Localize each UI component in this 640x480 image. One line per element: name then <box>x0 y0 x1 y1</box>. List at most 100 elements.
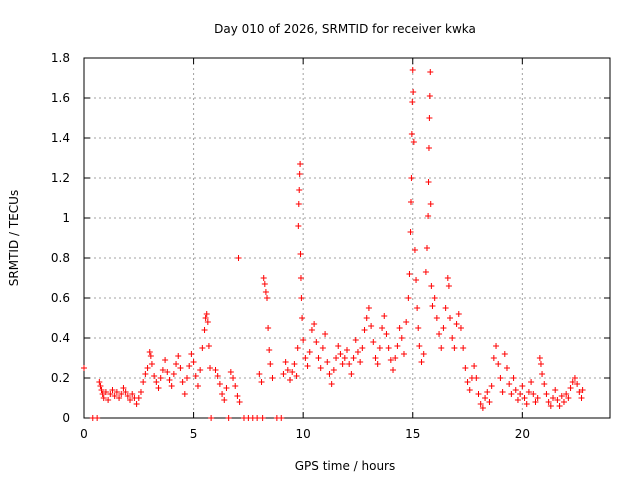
data-point <box>420 351 427 357</box>
data-point <box>235 255 242 261</box>
data-point <box>415 325 422 331</box>
data-point <box>175 353 182 359</box>
data-point <box>259 415 266 421</box>
data-point <box>488 383 495 389</box>
data-point <box>269 375 276 381</box>
data-point <box>230 375 237 381</box>
data-point <box>514 397 521 403</box>
data-point <box>407 199 414 205</box>
data-point <box>225 415 232 421</box>
data-point <box>460 345 467 351</box>
data-point <box>383 331 390 337</box>
x-tick-label: 5 <box>190 427 198 441</box>
data-point <box>385 345 392 351</box>
data-point <box>142 371 149 377</box>
data-point <box>381 313 388 319</box>
data-point <box>354 349 361 355</box>
data-point <box>319 345 326 351</box>
data-point <box>560 399 567 405</box>
data-point <box>296 187 303 193</box>
data-point <box>552 387 559 393</box>
data-point <box>352 337 359 343</box>
x-axis-label: GPS time / hours <box>295 459 396 473</box>
data-point <box>203 311 210 317</box>
data-point <box>173 361 180 367</box>
data-point <box>278 415 285 421</box>
data-point <box>337 351 344 357</box>
data-point <box>445 283 452 289</box>
data-point <box>400 351 407 357</box>
data-point <box>427 201 434 207</box>
y-tick-label: 1.4 <box>51 131 70 145</box>
data-point <box>100 395 107 401</box>
data-point <box>304 363 311 369</box>
data-point <box>497 375 504 381</box>
y-tick-label: 0 <box>62 411 70 425</box>
data-point <box>370 339 377 345</box>
data-point <box>396 325 403 331</box>
data-point <box>341 355 348 361</box>
x-tick-label: 10 <box>296 427 311 441</box>
data-point <box>190 359 197 365</box>
data-point <box>569 379 576 385</box>
data-point <box>324 359 331 365</box>
data-point <box>135 395 142 401</box>
data-point <box>403 319 410 325</box>
data-point <box>433 315 440 321</box>
data-point <box>96 379 103 385</box>
data-point <box>578 395 585 401</box>
data-point <box>179 379 186 385</box>
data-point <box>534 395 541 401</box>
data-point <box>528 379 535 385</box>
data-point <box>479 405 486 411</box>
data-point <box>315 355 322 361</box>
data-point <box>451 345 458 351</box>
data-point <box>348 371 355 377</box>
chart-title: Day 010 of 2026, SRMTID for receiver kwk… <box>214 22 476 36</box>
data-point <box>181 391 188 397</box>
data-point <box>264 295 271 301</box>
data-point <box>495 361 502 367</box>
data-point <box>517 391 524 397</box>
data-point <box>503 365 510 371</box>
y-axis-label: SRMTID / TECUs <box>7 190 21 286</box>
data-point <box>188 351 195 357</box>
data-point <box>394 343 401 349</box>
data-point <box>550 395 557 401</box>
data-point <box>322 331 329 337</box>
axis-ticks: 0 0.2 0.4 0.6 0.8 1 1.2 1.4 1.6 1.8 0 5 10 15 20 <box>51 51 610 441</box>
data-point <box>374 361 381 367</box>
data-point <box>262 289 269 295</box>
data-point <box>335 343 342 349</box>
data-point <box>201 327 208 333</box>
data-point <box>234 393 241 399</box>
data-point <box>407 229 414 235</box>
data-point <box>177 365 184 371</box>
data-point <box>571 375 578 381</box>
data-point <box>442 305 449 311</box>
data-point <box>236 399 243 405</box>
data-point <box>155 385 162 391</box>
data-point <box>410 89 417 95</box>
data-point <box>102 389 109 395</box>
data-point <box>457 325 464 331</box>
data-point <box>97 383 104 389</box>
data-point <box>204 319 211 325</box>
x-tick-label: 15 <box>405 427 420 441</box>
data-point <box>166 377 173 383</box>
data-point <box>94 415 101 421</box>
data-point <box>129 391 136 397</box>
data-point <box>256 371 263 377</box>
data-point <box>425 213 432 219</box>
data-point <box>261 281 268 287</box>
data-point <box>111 393 118 399</box>
data-point <box>521 395 528 401</box>
data-point <box>294 345 301 351</box>
data-point <box>297 275 304 281</box>
data-point <box>477 401 484 407</box>
data-point <box>532 399 539 405</box>
data-point <box>122 389 129 395</box>
data-point <box>170 371 177 377</box>
data-point <box>192 373 199 379</box>
data-point <box>260 275 267 281</box>
